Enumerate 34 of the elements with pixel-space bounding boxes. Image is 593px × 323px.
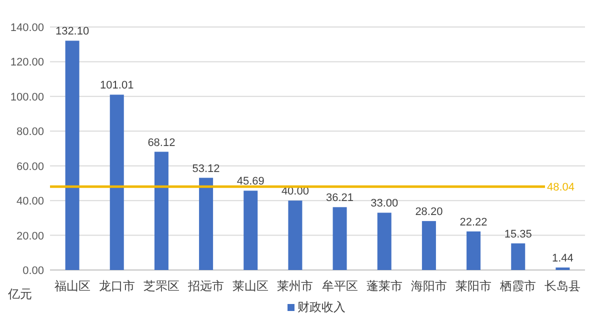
x-tick-label: 福山区 xyxy=(54,279,90,293)
y-axis-title: 亿元 xyxy=(7,287,32,301)
text: 45.69 xyxy=(236,176,264,188)
legend-label: 财政收入 xyxy=(298,300,346,314)
y-tick-label: 20.00 xyxy=(16,230,44,242)
text: 132.10 xyxy=(55,26,90,38)
text: 53.12 xyxy=(192,162,220,175)
text: 28.20 xyxy=(415,206,443,218)
x-tick-label: 蓬莱市 xyxy=(366,279,402,293)
y-tick-label: 0.00 xyxy=(22,265,44,277)
x-tick-label: 芝罘区 xyxy=(143,279,180,293)
x-tick-label: 栖霞市 xyxy=(499,279,536,293)
text: 15.35 xyxy=(504,228,532,240)
y-tick-label: 40.00 xyxy=(16,196,44,208)
text: 1.44 xyxy=(552,252,574,264)
x-tick-label: 莱山区 xyxy=(232,279,269,293)
x-tick-label: 牟平区 xyxy=(322,279,358,293)
text: 33.00 xyxy=(370,198,398,210)
ref-line-label: 48.04 xyxy=(547,182,575,194)
text: 68.12 xyxy=(148,136,176,149)
x-tick-label: 海阳市 xyxy=(410,279,447,293)
text: 22.22 xyxy=(460,216,488,228)
x-tick-label: 龙口市 xyxy=(98,279,135,293)
y-tick-label: 60.00 xyxy=(16,160,44,173)
text: 101.01 xyxy=(100,80,134,92)
y-tick-label: 120.00 xyxy=(10,56,44,69)
x-tick-label: 招远市 xyxy=(187,279,224,293)
x-tick-label: 长岛县 xyxy=(544,279,581,293)
y-tick-label: 100.00 xyxy=(10,91,44,104)
y-tick-label: 140.00 xyxy=(10,22,44,34)
text: 36.21 xyxy=(326,192,354,204)
y-tick-label: 80.00 xyxy=(16,126,44,138)
x-tick-label: 莱阳市 xyxy=(456,279,492,293)
x-tick-label: 莱州市 xyxy=(277,279,314,293)
